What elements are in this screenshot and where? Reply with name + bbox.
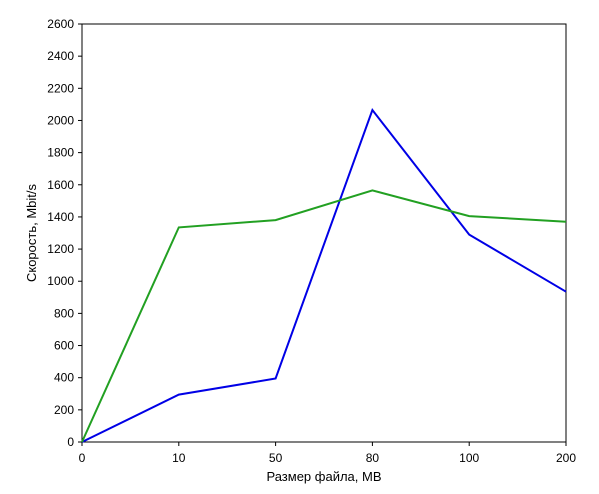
y-tick-label: 400 bbox=[54, 371, 74, 385]
y-tick-label: 0 bbox=[67, 435, 74, 449]
y-tick-label: 2000 bbox=[47, 113, 74, 127]
series-line-2 bbox=[81, 189, 567, 443]
y-tick-label: 2600 bbox=[47, 17, 74, 31]
y-tick-label: 2200 bbox=[47, 81, 74, 95]
y-tick-label: 800 bbox=[54, 306, 74, 320]
y-tick-label: 1800 bbox=[47, 146, 74, 160]
series-line-1 bbox=[81, 107, 567, 443]
y-tick-label: 1600 bbox=[47, 178, 74, 192]
y-tick-label: 600 bbox=[54, 339, 74, 353]
plot-area bbox=[81, 23, 567, 443]
x-tick-label: 10 bbox=[172, 451, 186, 465]
x-tick-label: 0 bbox=[79, 451, 86, 465]
x-tick-label: 100 bbox=[459, 451, 479, 465]
y-tick-label: 1200 bbox=[47, 242, 74, 256]
y-axis-title: Скорость, Mbit/s bbox=[24, 183, 39, 282]
series-layer bbox=[81, 107, 567, 443]
y-tick-label: 200 bbox=[54, 403, 74, 417]
y-tick-label: 2400 bbox=[47, 49, 74, 63]
x-axis-ticks: 0 10 50 80 100 200 bbox=[79, 442, 576, 465]
y-tick-label: 1000 bbox=[47, 274, 74, 288]
y-axis-ticks: 0 200 400 600 800 1000 1200 1400 1600 1800 2000 220… bbox=[47, 17, 82, 449]
x-tick-label: 200 bbox=[556, 451, 576, 465]
x-tick-label: 50 bbox=[269, 451, 283, 465]
x-axis-title: Размер файла, MB bbox=[266, 469, 381, 484]
x-tick-label: 80 bbox=[366, 451, 380, 465]
y-tick-label: 1400 bbox=[47, 210, 74, 224]
